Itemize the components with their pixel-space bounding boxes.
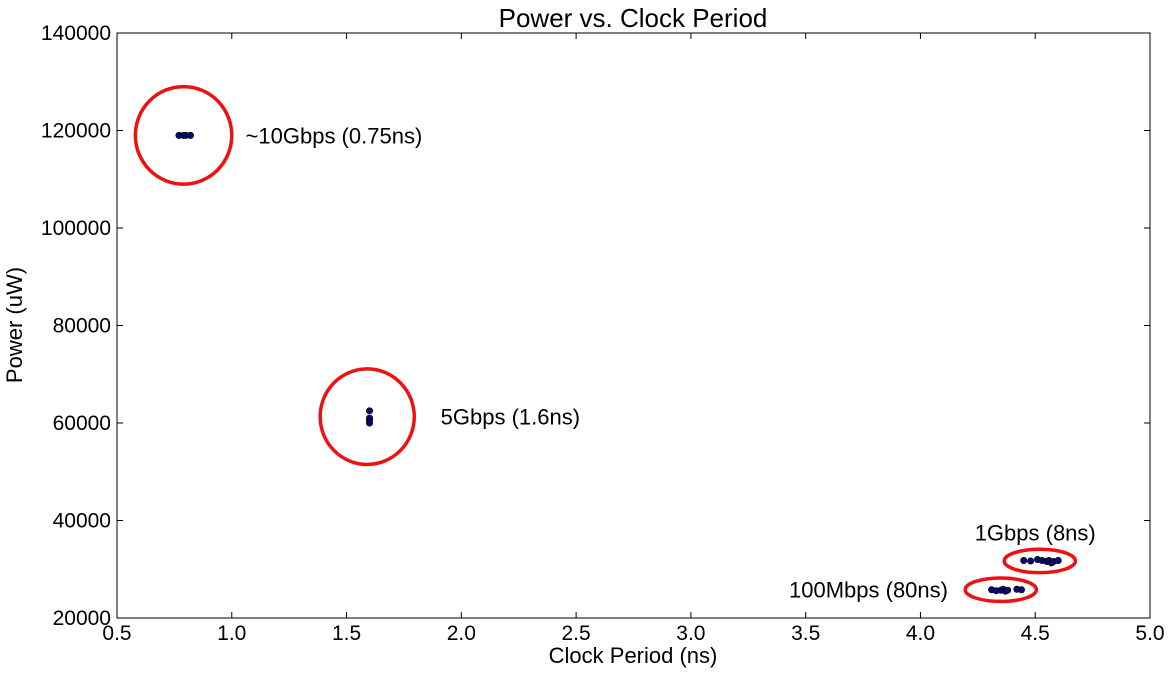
x-tick-label: 2.0 <box>447 622 476 645</box>
annotation-label: 5Gbps (1.6ns) <box>441 405 580 430</box>
y-axis-title: Power (uW) <box>2 267 27 383</box>
annotation-label: 100Mbps (80ns) <box>789 578 948 603</box>
y-tick-label: 120000 <box>41 120 111 143</box>
x-tick-label: 5.0 <box>1135 622 1164 645</box>
highlight-ellipse <box>963 576 1039 604</box>
data-points <box>175 131 1062 595</box>
highlight-ellipse <box>1002 547 1078 575</box>
scatter-point <box>1004 586 1012 594</box>
plot-frame <box>116 32 1151 619</box>
scatter-point <box>186 131 194 139</box>
x-axis-title: Clock Period (ns) <box>549 643 718 668</box>
highlight-ellipse <box>133 84 234 186</box>
scatter-point <box>1027 557 1035 565</box>
x-tick-label: 4.0 <box>906 622 935 645</box>
scatter-point <box>1020 556 1028 564</box>
x-tick-label: 1.0 <box>217 622 246 645</box>
scatter-point <box>366 419 374 427</box>
x-tick-label: 0.5 <box>102 622 131 645</box>
y-tick-label: 20000 <box>53 607 111 630</box>
chart-title: Power vs. Clock Period <box>499 3 768 33</box>
scatter-point <box>1017 586 1025 594</box>
x-tick-label: 2.5 <box>562 622 591 645</box>
scatter-point <box>366 407 374 415</box>
x-tick-label: 1.5 <box>332 622 361 645</box>
y-tick-label: 140000 <box>41 22 111 45</box>
y-tick-label: 80000 <box>53 315 111 338</box>
annotation-layer: ~10Gbps (0.75ns) 5Gbps (1.6ns) 1Gbps (8ns)… <box>133 84 1096 604</box>
x-tick-label: 3.0 <box>676 622 705 645</box>
y-tick-label: 100000 <box>41 217 111 240</box>
axis-ticks: 0.5 1.0 1.5 2.0 2.5 3.0 3.5 4.0 4.5 5.0 20000 40000… <box>41 22 1165 645</box>
annotation-label: ~10Gbps (0.75ns) <box>246 123 423 148</box>
highlight-ellipse <box>318 367 417 467</box>
y-tick-label: 60000 <box>53 412 111 435</box>
x-tick-label: 3.5 <box>791 622 820 645</box>
scatter-point <box>1054 556 1062 564</box>
annotation-label: 1Gbps (8ns) <box>975 521 1096 546</box>
x-tick-label: 4.5 <box>1021 622 1050 645</box>
y-tick-label: 40000 <box>53 510 111 533</box>
